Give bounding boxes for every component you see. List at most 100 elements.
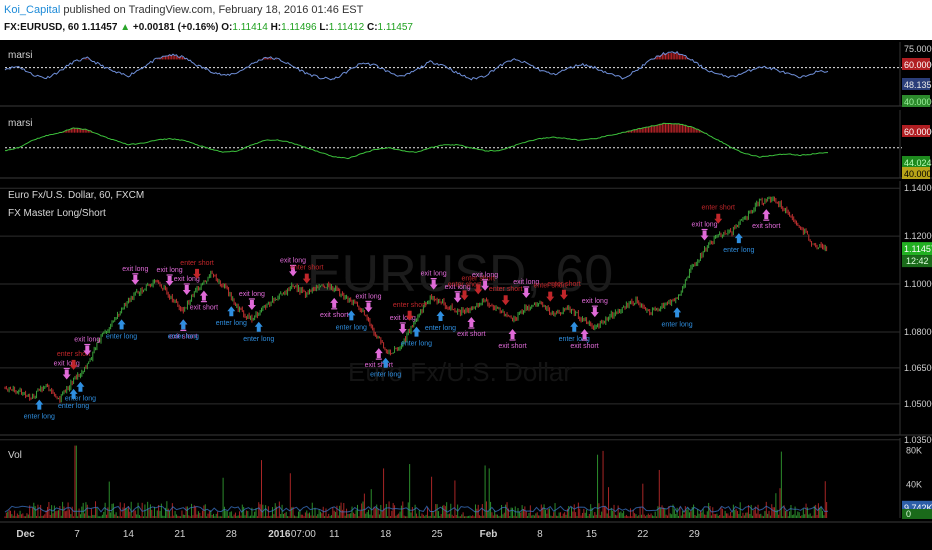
signal-exitshort: exit short — [190, 290, 218, 312]
arrow-down-icon — [302, 273, 311, 284]
signal-short: enter short — [290, 265, 324, 284]
countdown-label: 12:42 — [906, 256, 929, 266]
arrow-up-icon — [254, 321, 263, 332]
signal-exit: exit long — [54, 360, 80, 380]
signal-short: enter short — [547, 281, 581, 300]
arrow-down-icon — [700, 230, 709, 241]
arrow-up-icon — [199, 290, 208, 301]
signal-label: enter short — [702, 205, 736, 212]
arrow-up-icon — [69, 388, 78, 399]
signal-exit: exit long — [445, 284, 471, 303]
marsi-panel-2: marsi — [0, 110, 932, 179]
signal-short: enter short — [702, 205, 736, 224]
signal-entry: enter long — [106, 319, 137, 340]
volume-title: Vol — [8, 450, 22, 461]
volume-average-line — [4, 505, 829, 514]
signal-exit: exit long — [74, 337, 100, 356]
signal-label: exit short — [320, 312, 348, 319]
ohlc-legend: FX:EURUSD, 60 1.11457 ▲ +0.00181 (+0.16%… — [4, 22, 413, 33]
signal-label: exit short — [457, 331, 485, 338]
signal-exit: exit long — [122, 266, 148, 285]
signal-label: enter long — [243, 336, 274, 343]
signal-entry: enter long — [723, 233, 755, 254]
marsi-title: marsi — [8, 50, 32, 61]
author-link[interactable]: Koi_Capital — [4, 4, 61, 16]
signal-entry: enter long — [662, 307, 693, 328]
arrow-up-icon — [580, 328, 589, 339]
signal-exitshort: exit short — [457, 317, 486, 338]
signal-label: enter long — [401, 341, 432, 348]
signal-label: exit long — [280, 257, 306, 264]
time-tick-label: Feb — [480, 529, 498, 540]
signal-entry: enter long — [24, 399, 55, 421]
signal-label: enter long — [106, 333, 137, 340]
signal-label: exit short — [365, 362, 393, 369]
arrow-down-icon — [559, 289, 568, 300]
price-tick-label: 1.06500 — [904, 363, 932, 373]
arrow-up-icon — [374, 348, 383, 359]
price-tick-label: 1.03500 — [904, 435, 932, 445]
arrow-down-icon — [501, 295, 510, 306]
marsi1-label-ob: 60.0000 — [904, 60, 932, 70]
signal-short: enter short — [57, 351, 91, 370]
time-tick-label: 21 — [174, 529, 186, 540]
marsi2-label-current-bg — [902, 156, 930, 168]
signal-label: enter short — [534, 283, 568, 290]
signal-short: enter short — [448, 281, 482, 301]
volume-zero-marker — [902, 509, 932, 519]
signal-exit: exit long — [174, 276, 200, 296]
arrow-up-icon — [76, 381, 85, 392]
signal-entry: enter long — [370, 357, 401, 379]
signal-label: exit long — [174, 276, 200, 283]
signal-exit: exit long — [157, 267, 183, 287]
signal-label: enter short — [393, 302, 427, 309]
time-tick-label: 18 — [380, 529, 392, 540]
signal-label: enter long — [723, 247, 754, 254]
signal-label: enter long — [216, 320, 247, 327]
chart-canvas[interactable]: marsi 75.0000 60.0000 48.1351 40.0000 marsi 60… — [0, 40, 932, 550]
signal-exitshort: exit short — [320, 297, 348, 319]
marsi1-label-ob-bg — [902, 58, 930, 70]
symbol-watermark: EURUSD, 60 — [307, 245, 613, 303]
arrow-up-icon — [508, 328, 517, 339]
signal-label: enter short — [448, 281, 482, 288]
marsi1-label-75-bg — [902, 42, 930, 54]
signal-label: exit short — [190, 305, 218, 312]
low-value: 1.11412 — [328, 22, 365, 33]
arrow-down-icon — [481, 280, 490, 291]
signal-entry: enter long — [401, 326, 432, 348]
signal-exitshort: exit short — [365, 348, 393, 369]
arrow-down-icon — [289, 266, 298, 277]
arrow-down-icon — [62, 369, 71, 380]
arrow-up-icon — [734, 233, 743, 244]
signal-label: enter short — [57, 351, 91, 358]
time-tick-label: 8 — [537, 529, 543, 540]
price-tick-label: 1.10000 — [904, 279, 932, 289]
signal-exit: exit long — [582, 298, 608, 318]
arrow-down-icon — [131, 274, 140, 285]
signal-label: exit long — [390, 315, 416, 322]
signal-exit: exit long — [355, 293, 382, 313]
signal-entry: enter long — [65, 381, 96, 403]
arrow-down-icon — [398, 323, 407, 334]
signal-label: enter short — [489, 286, 523, 293]
arrow-down-icon — [429, 279, 438, 290]
marsi1-label-current: 48.1351 — [904, 80, 932, 90]
signal-exit: exit long — [280, 257, 306, 277]
marsi-line — [5, 122, 828, 160]
arrow-up-icon — [762, 209, 771, 220]
signal-label: exit long — [74, 337, 100, 344]
arrow-up-icon — [330, 297, 339, 308]
arrow-down-icon — [453, 292, 462, 303]
arrow-down-icon — [714, 213, 723, 224]
chart-header: Koi_Capital published on TradingView.com… — [0, 0, 932, 40]
indicator-name: FX Master Long/Short — [8, 208, 106, 219]
signal-label: enter long — [559, 336, 590, 343]
price-tick-label: 1.05000 — [904, 399, 932, 409]
signal-entry: enter long — [168, 319, 199, 340]
signal-exitshort: exit short — [570, 328, 599, 350]
marsi2-label-current: 44.0249 — [904, 158, 932, 168]
last-price-marker — [902, 242, 932, 256]
